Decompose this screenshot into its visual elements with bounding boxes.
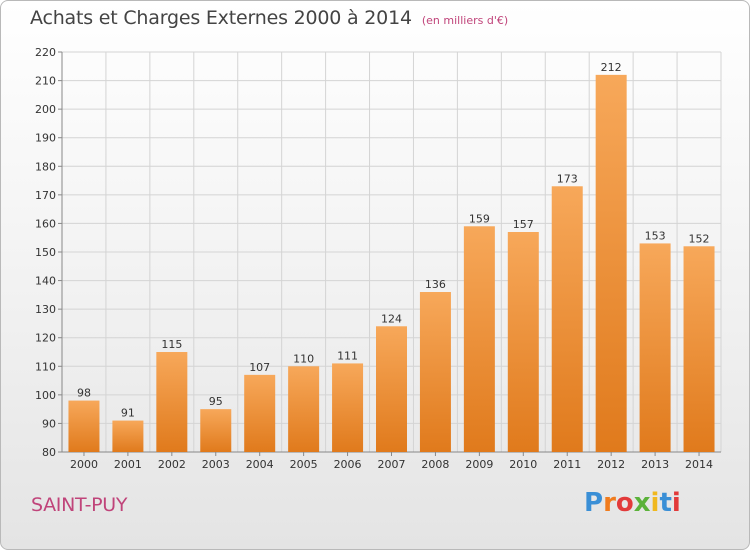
y-tick-label: 180 xyxy=(35,160,56,173)
chart-title: Achats et Charges Externes 2000 à 2014 xyxy=(30,7,412,29)
y-tick-label: 140 xyxy=(35,275,56,288)
x-tick-label: 2014 xyxy=(685,458,713,471)
data-label: 173 xyxy=(557,172,578,185)
y-tick-label: 210 xyxy=(35,75,56,88)
y-tick-label: 160 xyxy=(35,217,56,230)
data-label: 115 xyxy=(161,338,182,351)
bar xyxy=(288,366,320,452)
y-tick-label: 90 xyxy=(42,417,56,430)
bar xyxy=(683,246,715,452)
y-tick-label: 220 xyxy=(35,46,56,59)
x-tick-label: 2006 xyxy=(334,458,362,471)
data-label: 95 xyxy=(209,395,223,408)
x-tick-label: 2004 xyxy=(246,458,274,471)
y-tick-label: 170 xyxy=(35,189,56,202)
y-tick-label: 130 xyxy=(35,303,56,316)
x-tick-label: 2002 xyxy=(158,458,186,471)
x-tick-label: 2008 xyxy=(421,458,449,471)
proxiti-logo[interactable]: Proxiti xyxy=(584,488,681,518)
data-label: 124 xyxy=(381,312,402,325)
x-tick-label: 2009 xyxy=(465,458,493,471)
y-tick-label: 190 xyxy=(35,132,56,145)
bar xyxy=(419,292,451,452)
bar xyxy=(463,226,495,452)
x-tick-label: 2013 xyxy=(641,458,669,471)
logo-letter: o xyxy=(615,488,634,518)
bar xyxy=(639,243,671,452)
x-tick-label: 2003 xyxy=(202,458,230,471)
bars xyxy=(68,74,715,453)
y-tick-label: 200 xyxy=(35,103,56,116)
logo-letter: t xyxy=(659,488,672,518)
commune-name: SAINT-PUY xyxy=(31,494,128,516)
logo-letter: r xyxy=(603,488,616,518)
x-tick-label: 2007 xyxy=(378,458,406,471)
data-label: 212 xyxy=(601,61,622,74)
data-label: 157 xyxy=(513,218,534,231)
bar xyxy=(507,232,539,452)
title-row: Achats et Charges Externes 2000 à 2014 (e… xyxy=(30,7,508,29)
logo-letter: i xyxy=(671,488,681,518)
chart-subtitle: (en milliers d'€) xyxy=(421,14,509,27)
x-tick-label: 2001 xyxy=(114,458,142,471)
data-label: 152 xyxy=(689,232,710,245)
y-tick-label: 100 xyxy=(35,389,56,402)
logo-letter: i xyxy=(650,488,660,518)
y-tick-label: 150 xyxy=(35,246,56,259)
logo-letter: x xyxy=(633,488,651,518)
data-label: 110 xyxy=(293,352,314,365)
bar xyxy=(551,186,583,453)
bar xyxy=(112,420,144,452)
bar xyxy=(68,400,100,452)
bar xyxy=(376,326,407,452)
data-label: 91 xyxy=(121,407,135,420)
bar xyxy=(332,363,364,452)
data-label: 111 xyxy=(337,349,358,362)
data-label: 153 xyxy=(645,229,666,242)
x-tick-label: 2000 xyxy=(70,458,98,471)
data-label: 107 xyxy=(249,361,270,374)
x-tick-label: 2012 xyxy=(597,458,625,471)
x-tick-label: 2011 xyxy=(553,458,581,471)
logo-letter: P xyxy=(584,488,604,518)
data-label: 136 xyxy=(425,278,446,291)
bar xyxy=(595,74,627,452)
y-tick-label: 120 xyxy=(35,332,56,345)
labels: 8090100110120130140150160170180190200210… xyxy=(35,46,713,471)
data-label: 98 xyxy=(77,387,91,400)
bar xyxy=(156,352,188,452)
y-tick-label: 80 xyxy=(42,446,56,459)
x-tick-label: 2005 xyxy=(290,458,318,471)
x-tick-label: 2010 xyxy=(509,458,537,471)
y-tick-label: 110 xyxy=(35,360,56,373)
data-label: 159 xyxy=(469,212,490,225)
bar xyxy=(244,374,276,452)
bar xyxy=(200,409,232,452)
